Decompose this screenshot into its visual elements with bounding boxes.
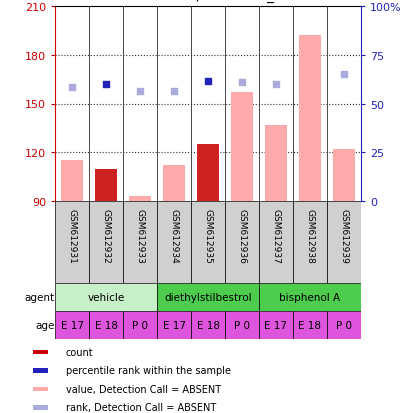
Text: GSM612935: GSM612935 xyxy=(203,208,212,263)
Point xyxy=(137,88,143,95)
Point xyxy=(171,88,177,95)
Bar xyxy=(89,202,123,283)
Text: bisphenol A: bisphenol A xyxy=(279,292,339,302)
Bar xyxy=(55,283,157,311)
Text: percentile rank within the sample: percentile rank within the sample xyxy=(65,366,230,375)
Bar xyxy=(33,350,47,354)
Text: E 18: E 18 xyxy=(298,320,321,330)
Bar xyxy=(197,145,218,202)
Bar xyxy=(55,202,89,283)
Bar xyxy=(89,311,123,339)
Bar xyxy=(157,311,191,339)
Text: agent: agent xyxy=(25,292,54,302)
Text: E 18: E 18 xyxy=(94,320,117,330)
Bar xyxy=(163,166,185,202)
Text: rank, Detection Call = ABSENT: rank, Detection Call = ABSENT xyxy=(65,403,215,413)
Text: P 0: P 0 xyxy=(335,320,351,330)
Text: P 0: P 0 xyxy=(132,320,148,330)
Point xyxy=(340,72,346,78)
Bar xyxy=(298,36,320,202)
Point xyxy=(103,81,109,88)
Bar xyxy=(258,202,292,283)
Bar xyxy=(123,202,157,283)
Bar xyxy=(123,311,157,339)
Text: E 17: E 17 xyxy=(162,320,185,330)
Bar xyxy=(258,283,360,311)
Text: GSM612934: GSM612934 xyxy=(169,208,178,263)
Text: E 18: E 18 xyxy=(196,320,219,330)
Bar xyxy=(129,197,151,202)
Text: GSM612939: GSM612939 xyxy=(339,208,348,263)
Bar xyxy=(191,311,225,339)
Bar xyxy=(225,202,258,283)
Bar xyxy=(33,405,47,410)
Bar xyxy=(95,169,117,202)
Text: GSM612931: GSM612931 xyxy=(67,208,76,263)
Title: GDS5233 / 1422762_at: GDS5233 / 1422762_at xyxy=(127,0,288,3)
Text: GSM612933: GSM612933 xyxy=(135,208,144,263)
Bar xyxy=(55,311,89,339)
Text: E 17: E 17 xyxy=(264,320,287,330)
Bar xyxy=(225,311,258,339)
Point xyxy=(69,85,75,91)
Bar xyxy=(197,145,218,202)
Bar xyxy=(157,283,258,311)
Bar xyxy=(332,150,354,202)
Bar xyxy=(33,387,47,391)
Bar xyxy=(95,169,117,202)
Point xyxy=(238,80,245,86)
Bar xyxy=(230,93,252,202)
Point xyxy=(204,78,211,85)
Bar xyxy=(326,311,360,339)
Bar xyxy=(292,311,326,339)
Text: vehicle: vehicle xyxy=(88,292,125,302)
Bar xyxy=(264,125,286,202)
Text: age: age xyxy=(35,320,54,330)
Text: value, Detection Call = ABSENT: value, Detection Call = ABSENT xyxy=(65,384,220,394)
Text: P 0: P 0 xyxy=(234,320,249,330)
Bar xyxy=(157,202,191,283)
Bar xyxy=(191,202,225,283)
Text: GSM612938: GSM612938 xyxy=(305,208,314,263)
Text: E 17: E 17 xyxy=(61,320,83,330)
Text: GSM612936: GSM612936 xyxy=(237,208,246,263)
Text: GSM612937: GSM612937 xyxy=(271,208,280,263)
Bar xyxy=(292,202,326,283)
Bar xyxy=(326,202,360,283)
Text: diethylstilbestrol: diethylstilbestrol xyxy=(164,292,251,302)
Point xyxy=(272,81,279,88)
Bar xyxy=(33,368,47,373)
Text: GSM612932: GSM612932 xyxy=(101,208,110,263)
Text: count: count xyxy=(65,347,93,357)
Bar xyxy=(258,311,292,339)
Bar xyxy=(61,161,83,202)
